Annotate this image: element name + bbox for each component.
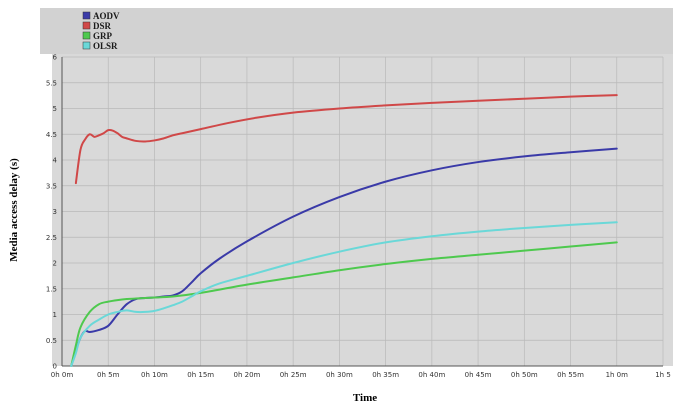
x-tick-label: 0h 30m xyxy=(326,371,353,379)
y-tick-label: 2 xyxy=(53,260,57,268)
y-tick-label: 5.5 xyxy=(46,79,57,87)
legend-label-grp: GRP xyxy=(93,31,113,41)
x-tick-label: 0h 50m xyxy=(511,371,538,379)
series-line-aodv xyxy=(70,147,618,367)
legend-label-olsr: OLSR xyxy=(93,41,118,51)
x-tick-label: 0h 20m xyxy=(234,371,261,379)
y-tick-label: 3.5 xyxy=(46,182,57,190)
axes: 0 0.5 1 1.5 2 2.5 3 3.5 4 4.5 5 5.5 6 0h 0m 0h 5m 0h 10… xyxy=(46,54,671,380)
legend-swatch-aodv xyxy=(82,11,91,20)
x-tick-label: 0h 0m xyxy=(51,371,74,379)
legend-swatch-grp xyxy=(82,31,91,40)
series-line-dsr xyxy=(74,94,618,185)
header-band xyxy=(40,8,673,54)
x-tick-label: 0h 25m xyxy=(280,371,307,379)
legend-label-aodv: AODV xyxy=(93,11,120,21)
y-tick-label: 2.5 xyxy=(46,234,57,242)
y-tick-label: 1.5 xyxy=(46,285,57,293)
y-tick-label: 6 xyxy=(53,54,58,62)
x-axis-title: Time xyxy=(353,392,377,404)
series-line-grp xyxy=(70,241,618,367)
y-axis-title: Media access delay (s) xyxy=(8,158,20,262)
legend-swatch-dsr xyxy=(82,21,91,30)
y-tick-label: 0.5 xyxy=(46,337,57,345)
y-tick-label: 5 xyxy=(53,105,57,113)
plot-area xyxy=(52,54,673,366)
legend-swatch-olsr xyxy=(82,41,91,50)
x-tick-label: 0h 35m xyxy=(372,371,399,379)
x-tick-label: 0h 5m xyxy=(97,371,120,379)
x-tick-label: 0h 15m xyxy=(187,371,214,379)
x-tick-label: 0h 55m xyxy=(557,371,584,379)
y-tick-label: 3 xyxy=(53,208,57,216)
x-tick-label: 1h 0m xyxy=(606,371,629,379)
x-tick-label: 1h 5 xyxy=(655,371,671,379)
y-tick-label: 4.5 xyxy=(46,131,57,139)
y-tick-label: 1 xyxy=(53,311,57,319)
y-tick-label: 0 xyxy=(53,363,57,371)
series-lines xyxy=(70,94,618,367)
gridlines xyxy=(61,56,664,367)
x-tick-label: 0h 40m xyxy=(418,371,445,379)
x-tick-label: 0h 10m xyxy=(141,371,168,379)
x-tick-label: 0h 45m xyxy=(465,371,492,379)
legend-label-dsr: DSR xyxy=(93,21,112,31)
series-line-olsr xyxy=(70,221,618,367)
y-tick-label: 4 xyxy=(53,157,58,165)
